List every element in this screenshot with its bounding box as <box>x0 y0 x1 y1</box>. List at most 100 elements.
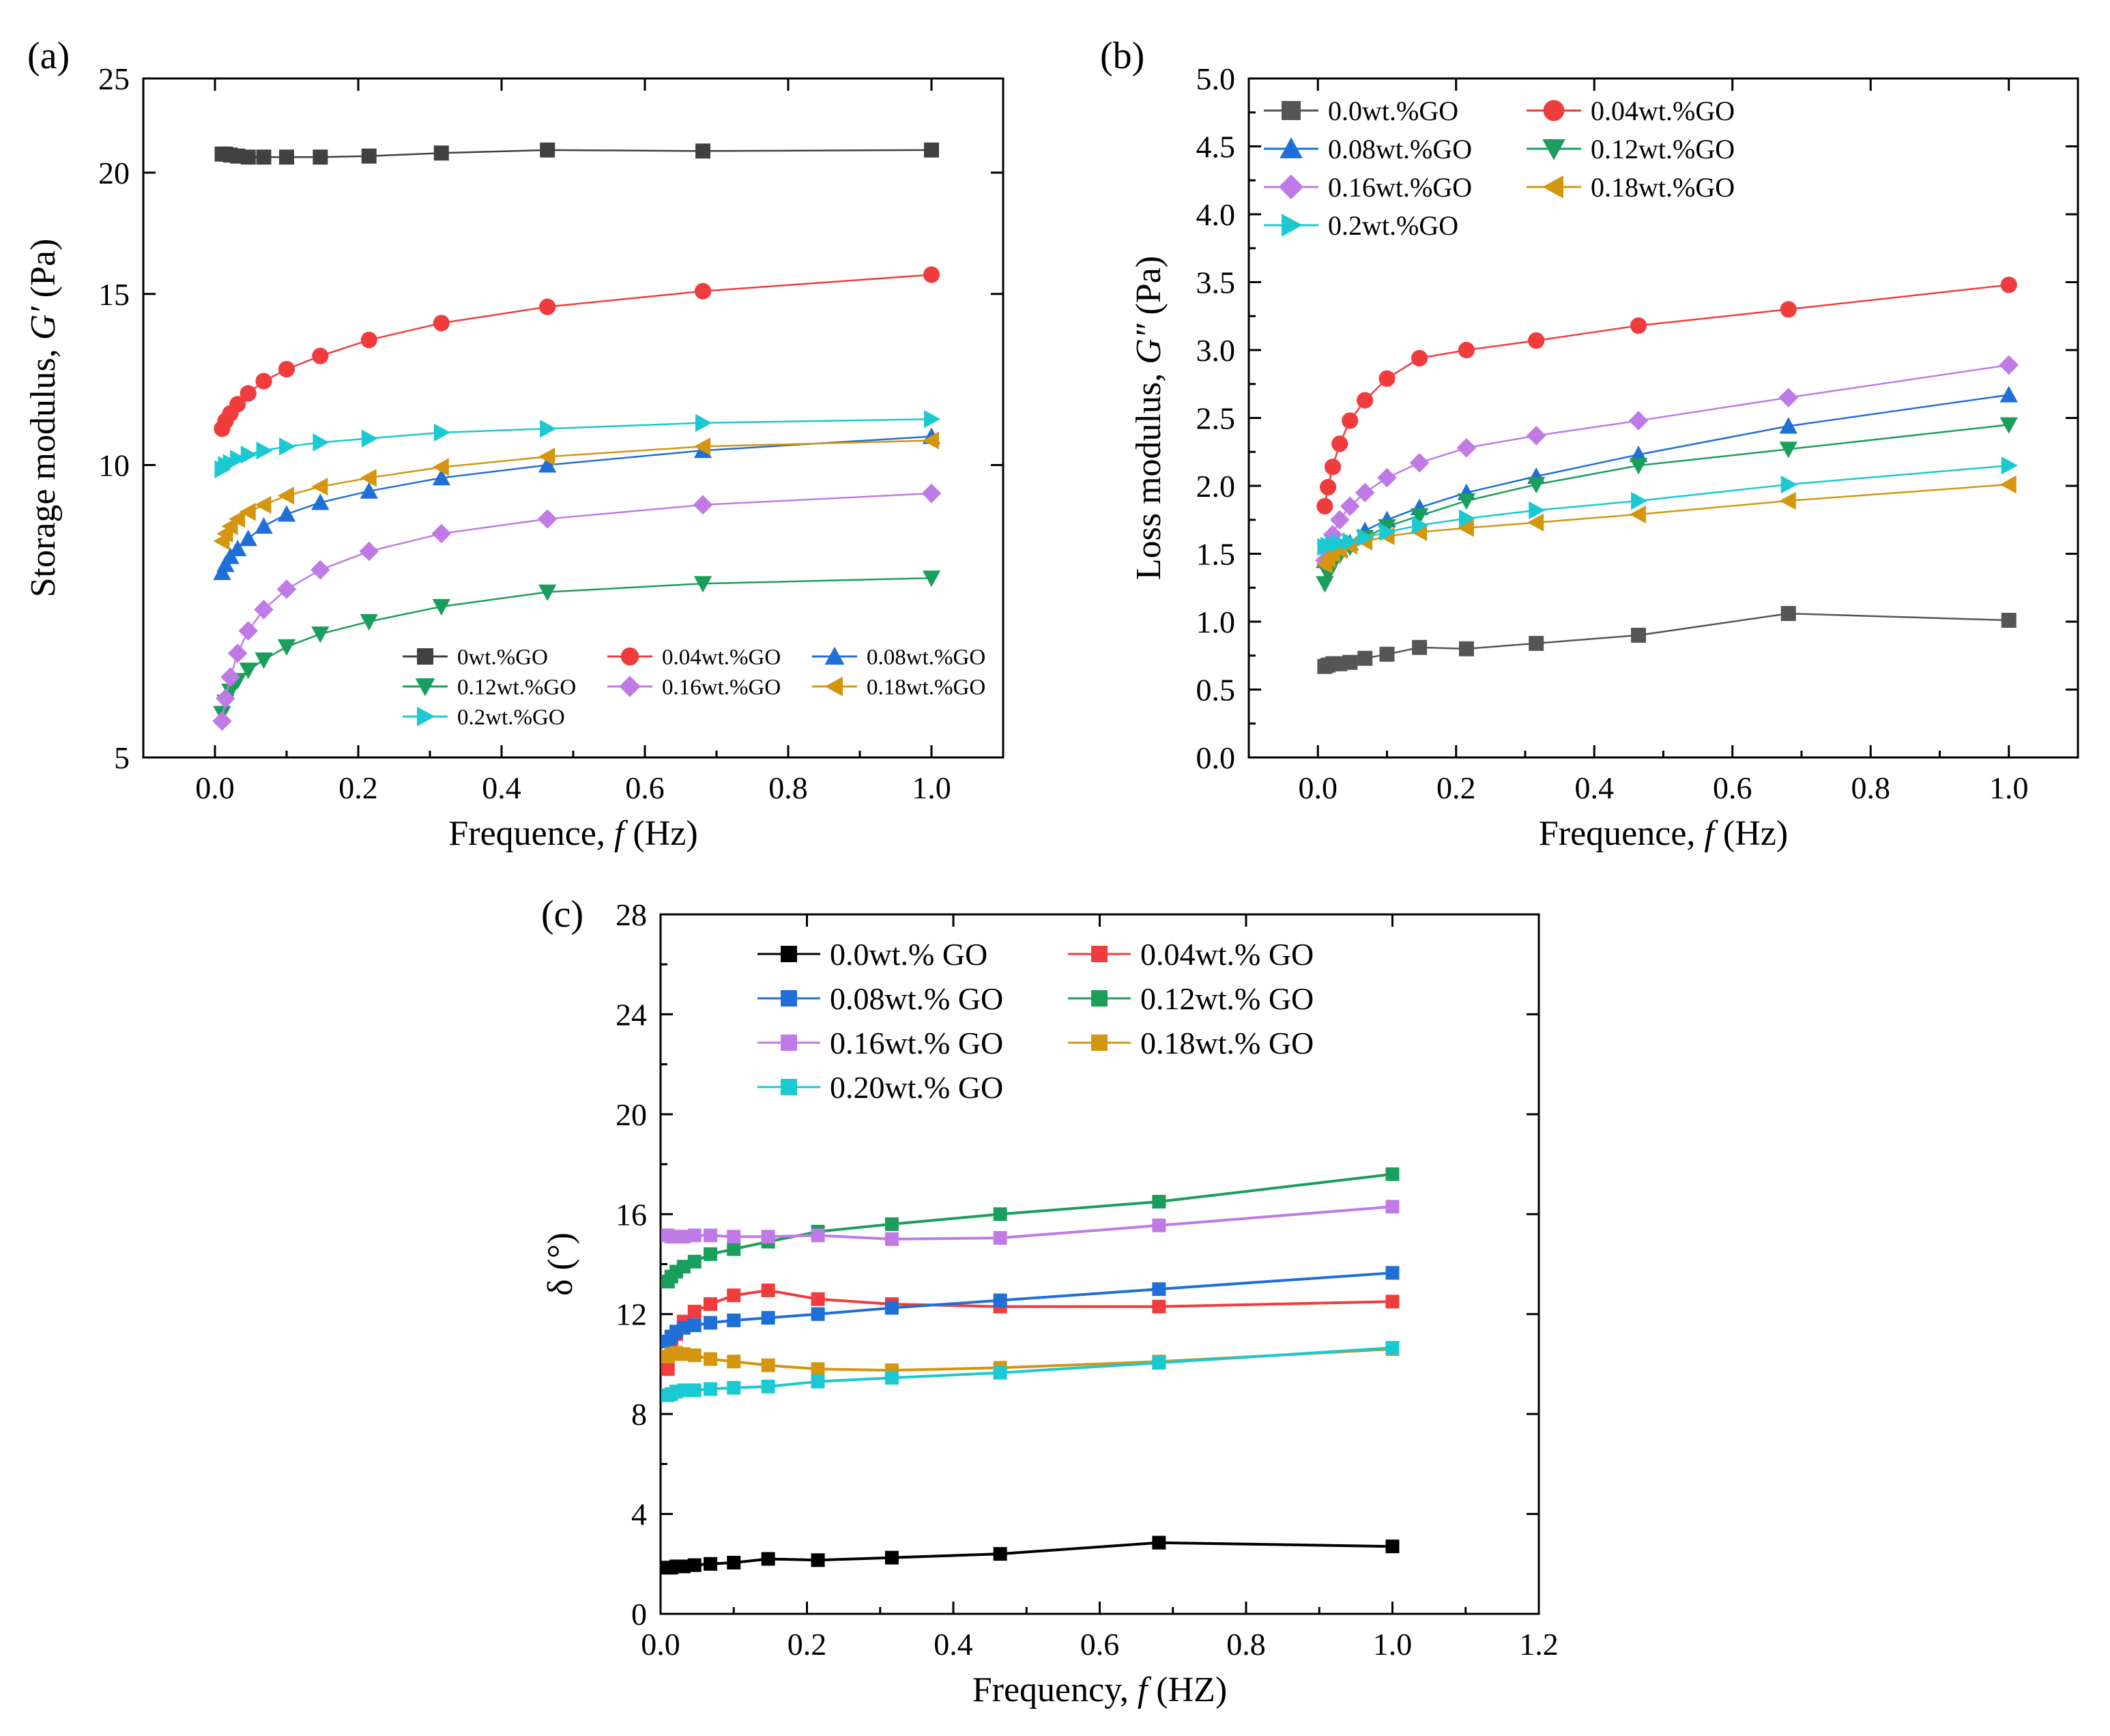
data-point <box>537 509 558 529</box>
data-point <box>727 1313 741 1327</box>
series-line <box>667 1172 1393 1283</box>
data-point <box>884 1371 899 1385</box>
legend-marker <box>1542 175 1563 199</box>
legend-marker <box>781 946 797 962</box>
series-line <box>1324 464 2009 548</box>
data-point <box>312 347 329 364</box>
legend-item: 0.08wt.% GO <box>757 981 1003 1016</box>
data-point <box>761 1552 775 1566</box>
x-axis-title-a: Frequence, f (Hz) <box>448 814 697 853</box>
y-tick-label: 4 <box>631 1497 647 1532</box>
series-line <box>666 1288 1393 1370</box>
data-point <box>761 1358 775 1372</box>
data-point <box>239 530 257 547</box>
data-point <box>676 1260 691 1274</box>
data-point <box>1316 497 1333 515</box>
x-tick-label: 0.6 <box>1713 770 1752 805</box>
data-point <box>693 437 711 456</box>
data-point <box>433 315 450 332</box>
legend-label: 0.04wt.%GO <box>1591 96 1735 126</box>
data-point <box>811 1553 825 1567</box>
data-point <box>1412 516 1429 534</box>
legend-marker <box>824 646 845 665</box>
data-point <box>1342 654 1358 670</box>
data-point <box>811 1292 825 1306</box>
data-point <box>311 477 328 496</box>
legend-item: 0.12wt.% GO <box>1068 981 1314 1016</box>
x-tick-label: 0.2 <box>787 1627 827 1662</box>
data-point <box>1779 442 1797 459</box>
series-line <box>667 1541 1393 1569</box>
legend-marker <box>781 990 797 1007</box>
data-point <box>255 373 272 390</box>
data-point <box>727 1288 741 1303</box>
data-point <box>993 1293 1007 1307</box>
legend-label: 0.08wt.%GO <box>867 646 985 670</box>
data-point <box>1342 412 1359 429</box>
x-tick-label: 0.0 <box>195 770 235 805</box>
data-point <box>1527 477 1546 494</box>
data-point <box>1331 435 1348 452</box>
data-point <box>1457 493 1476 510</box>
data-point <box>687 1228 702 1243</box>
y-tick-label: 5.0 <box>1196 61 1236 96</box>
x-tick-label: 0.2 <box>338 770 378 805</box>
data-point <box>538 448 555 466</box>
legend-item: 0.04wt.%GO <box>607 646 781 670</box>
legend-label: 0.0wt.%GO <box>1328 96 1458 126</box>
series-line <box>221 274 932 429</box>
legend-label: 0.16wt.% GO <box>830 1026 1003 1060</box>
data-point <box>1152 1194 1166 1209</box>
y-tick-label: 5 <box>114 740 130 775</box>
data-point <box>704 1228 718 1243</box>
data-point <box>727 1555 741 1569</box>
data-point <box>693 576 712 593</box>
data-point <box>230 450 247 468</box>
legend-marker <box>824 676 843 697</box>
data-point <box>256 149 272 165</box>
legend-marker <box>415 678 435 697</box>
y-tick-label: 0 <box>631 1597 647 1632</box>
x-tick-label: 0.8 <box>768 770 808 805</box>
data-point <box>1357 650 1373 666</box>
data-point <box>694 283 712 300</box>
data-point <box>1379 523 1396 541</box>
data-point <box>239 502 256 521</box>
legend-item: 0.20wt.% GO <box>757 1070 1003 1105</box>
data-point <box>1780 301 1797 318</box>
data-point <box>1324 459 1342 476</box>
data-point <box>1779 417 1797 434</box>
y-tick-label: 10 <box>98 448 130 482</box>
legend-label: 0.2wt.%GO <box>1328 210 1458 241</box>
y-tick-label: 20 <box>98 156 130 190</box>
data-point <box>1385 1341 1400 1355</box>
series-0.08wt.%GO <box>1316 386 2018 568</box>
legend-label: 0.18wt.%GO <box>867 676 985 700</box>
data-point <box>1458 509 1476 527</box>
legend-marker <box>417 648 433 665</box>
legend-item: 0.04wt.% GO <box>1068 937 1314 972</box>
legend-label: 0.12wt.%GO <box>457 676 576 700</box>
data-point <box>360 482 378 499</box>
legend-marker <box>1542 139 1565 160</box>
x-tick-label: 0.6 <box>1080 1627 1120 1662</box>
legend-label: 0.16wt.%GO <box>662 676 781 700</box>
legend-item: 0.18wt.%GO <box>1527 172 1735 203</box>
data-point <box>432 598 450 616</box>
data-point <box>704 1382 718 1396</box>
legend-marker <box>417 706 435 727</box>
legend-marker <box>1091 990 1108 1007</box>
data-point <box>922 431 939 450</box>
series-line <box>667 1348 1393 1372</box>
data-point <box>311 626 330 643</box>
data-point <box>727 1242 741 1256</box>
data-point <box>277 639 296 656</box>
y-tick-label: 1.5 <box>1196 537 1236 572</box>
series-0.0wt.%GO <box>1317 606 2017 674</box>
data-point <box>1320 478 1337 496</box>
data-point <box>993 1207 1007 1221</box>
data-point <box>1357 392 1374 409</box>
legend-marker <box>619 676 641 697</box>
x-tick-label: 1.0 <box>1373 1627 1413 1662</box>
